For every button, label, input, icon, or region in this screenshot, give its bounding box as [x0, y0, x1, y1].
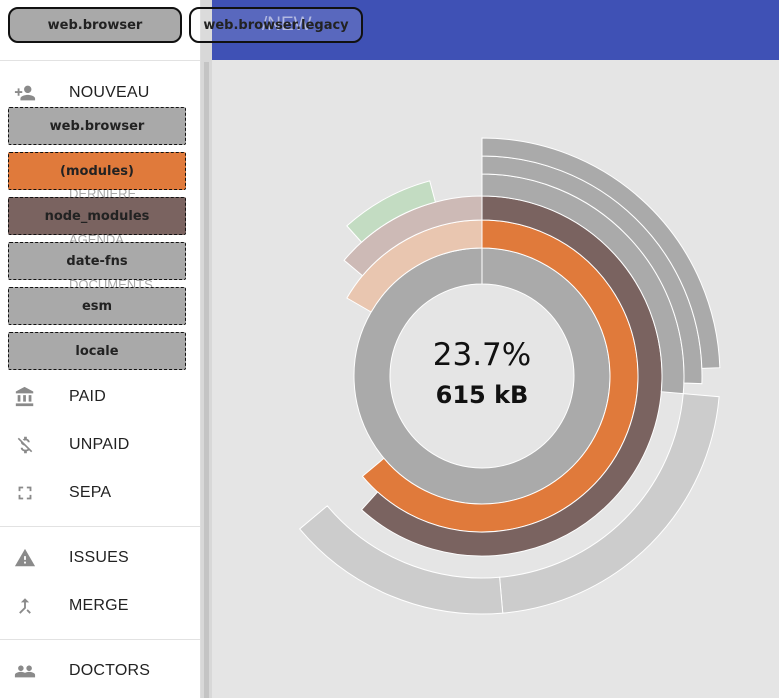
bundle-button-web-browser[interactable]: web.browser [8, 7, 182, 43]
sidebar-scrollbar[interactable] [201, 0, 212, 698]
sidebar-item-sepa[interactable]: SEPA [0, 474, 200, 514]
add-person-icon [14, 82, 38, 106]
sunburst-segment-green[interactable] [346, 180, 437, 243]
bundle-button-web-browser-legacy[interactable]: web.browser.legacy [189, 7, 363, 43]
breadcrumb-node-modules[interactable]: node_modules [8, 197, 186, 235]
sidebar-item-label: UNPAID [69, 436, 130, 453]
sidebar-divider [0, 639, 200, 640]
breadcrumb-modules[interactable]: (modules) [8, 152, 186, 190]
sidebar-item-issues[interactable]: ISSUES [0, 539, 200, 579]
sidebar-divider [0, 526, 200, 527]
breadcrumb-web-browser[interactable]: web.browser [8, 107, 186, 145]
sidebar-item-merge[interactable]: MERGE [0, 587, 200, 627]
sidebar-item-doctors[interactable]: DOCTORS [0, 652, 200, 692]
sidebar-item-label: PAID [69, 388, 106, 405]
center-size: 615 kB [435, 381, 529, 409]
sidebar-item-label: MERGE [69, 597, 129, 614]
breadcrumb-esm[interactable]: esm [8, 287, 186, 325]
sidebar-item-unpaid[interactable]: UNPAID [0, 426, 200, 466]
sidebar-item-nouveau[interactable]: NOUVEAU [0, 74, 200, 114]
sidebar-item-label: NOUVEAU [69, 84, 150, 101]
sunburst-center[interactable] [391, 285, 573, 467]
breadcrumb-date-fns[interactable]: date-fns [8, 242, 186, 280]
bank-icon [14, 386, 38, 410]
money-off-icon [14, 434, 38, 458]
app-title: /NEW [262, 14, 312, 35]
sidebar-item-label: DOCTORS [69, 662, 151, 679]
app-top-bar [212, 0, 779, 60]
merge-icon [14, 595, 38, 619]
people-icon [14, 660, 38, 684]
sidebar-item-label: ISSUES [69, 549, 129, 566]
center-percent: 23.7% [432, 337, 532, 373]
warning-icon [14, 547, 38, 571]
breadcrumb-locale[interactable]: locale [8, 332, 186, 370]
sidebar-item-label: SEPA [69, 484, 112, 501]
sidebar-item-paid[interactable]: PAID [0, 378, 200, 418]
sunburst-segment-locale[interactable] [481, 137, 721, 369]
sunburst-segment-other[interactable] [298, 505, 504, 615]
sidebar-divider [0, 60, 200, 61]
fullscreen-icon [14, 482, 38, 506]
